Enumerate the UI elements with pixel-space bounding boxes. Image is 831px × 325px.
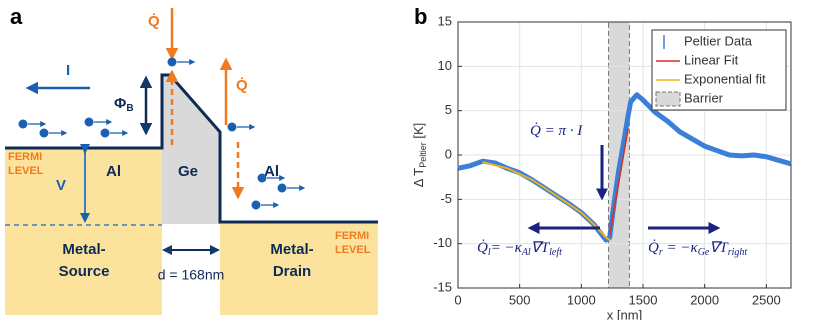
current-label: I [66,62,70,79]
series-line [482,161,611,241]
legend-label: Barrier [684,90,724,105]
heat-label: Q̇ [148,13,160,30]
subscript: Peltier [418,142,428,168]
source-label: Source [59,263,110,280]
legend-label: Exponential fit [684,71,766,86]
subscript: Ge [698,247,710,258]
text: Q̇ [648,240,659,256]
fermi-label: LEVEL [8,165,44,177]
x-axis-label: x [nm] [607,307,642,320]
voltage-label: V [56,177,66,194]
barrier-region [162,75,220,224]
text: [K] [411,123,426,143]
subscript: l [488,247,491,258]
electron [277,183,287,193]
y-tick-label: 10 [438,58,452,73]
electron [84,117,94,127]
series-line [608,128,629,235]
text: Δ T [411,168,426,188]
y-tick-label: -5 [440,191,452,206]
metal-label: Al [106,163,121,180]
drain-label: Metal- [270,241,313,258]
annotation: Q̇l= −κAl∇Tleft [477,240,562,258]
y-tick-label: -10 [433,235,452,250]
y-tick-label: -15 [433,279,452,294]
panel-a: a Q̇ I ΦB Q̇ FERMI LEVEL Al Ge V Al FERM… [5,4,378,315]
electron [257,173,267,183]
plot-frame [457,21,792,289]
gap-label: d = 168nm [158,267,225,283]
heat-label: Q̇ [236,77,248,94]
metal-label: Al [264,163,279,180]
x-tick-label: 0 [454,292,461,307]
legend-swatch [655,91,681,107]
text: Q̇ = π · I [530,123,583,139]
legend-label: Linear Fit [684,52,739,67]
electron [251,200,261,210]
x-tick-label: 2000 [690,292,719,307]
barrier-label: ΦB [114,95,134,114]
text: Q̇ [477,240,488,256]
subscript: B [126,103,133,114]
subscript: Al [521,247,531,258]
x-tick-label: 2500 [752,292,781,307]
x-tick-label: 500 [509,292,531,307]
panel-b: b 0 500 1000 1500 2000 2500 -15 -10 -5 0 5 10 15 x [nm… [411,4,792,322]
fermi-label: LEVEL [335,244,371,256]
y-tick-label: 15 [438,13,452,28]
subscript: right [728,247,748,258]
panel-label: a [10,4,23,29]
x-tick-label: 1500 [629,292,658,307]
fermi-label: FERMI [8,151,42,163]
electron [18,119,28,129]
y-tick-label: 0 [445,146,452,161]
drain-label: Drain [273,263,311,280]
annotation: Q̇r = −κGe∇Tright [648,240,747,258]
metal-drain-region [220,222,378,315]
source-label: Metal- [62,241,105,258]
electron [227,122,237,132]
y-axis-label: Δ TPeltier [K] [411,123,428,188]
fermi-label: FERMI [335,230,369,242]
electron [100,128,110,138]
symbol: Φ [114,95,126,112]
text: = −κ [663,240,699,256]
electron [167,57,177,67]
semiconductor-label: Ge [178,163,198,180]
y-tick-label: 5 [445,102,452,117]
legend-label: Peltier Data [684,33,753,48]
text: ∇T [709,240,729,256]
panel-label: b [414,4,427,29]
subscript: left [549,247,562,258]
subscript: r [659,247,663,258]
x-tick-label: 1000 [567,292,596,307]
electron [39,128,49,138]
text: = −κ [491,240,523,256]
text: ∇T [531,240,551,256]
annotation: Q̇ = π · I [530,123,583,139]
